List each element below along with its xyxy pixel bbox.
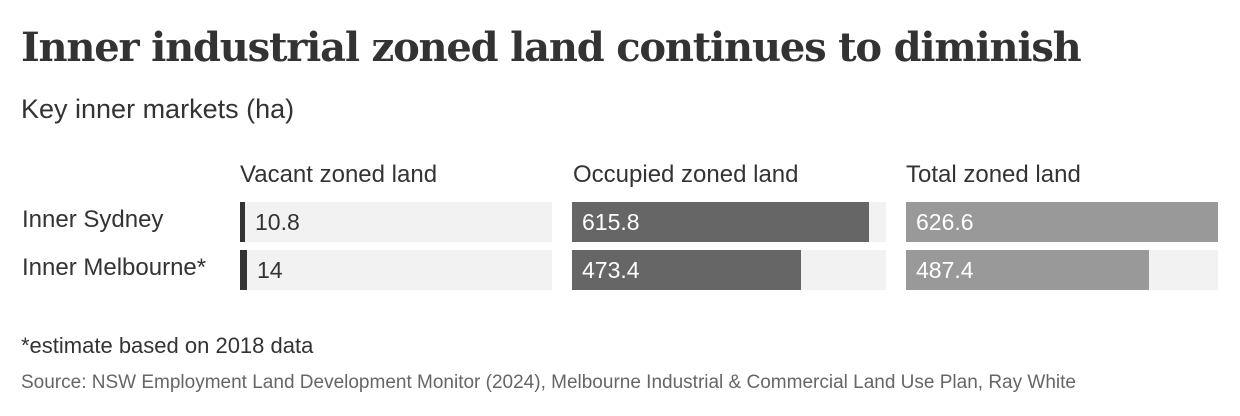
column-header-occupied: Occupied zoned land [573,161,799,188]
column-header-vacant: Vacant zoned land [240,161,438,188]
data-label-total-inner-sydney: 626.6 [916,209,974,235]
bar-track: 615.8 [572,202,886,242]
bar-occupied-inner-sydney [572,202,869,242]
bar-total-inner-sydney [906,202,1218,242]
chart-title: Inner industrial zoned land continues to… [21,24,1082,71]
bar-track: 473.4 [572,250,886,290]
data-label-occupied-inner-melbourne: 473.4 [582,257,640,283]
bar-total-inner-melbourne [906,250,1149,290]
bar-vacant-inner-sydney [240,202,245,242]
data-label-total-inner-melbourne: 487.4 [916,257,974,283]
data-label-vacant-inner-melbourne: 14 [257,257,283,283]
row-label-inner-sydney: Inner Sydney [22,206,164,233]
bar-track: 10.8 [240,202,552,242]
bar-track: 487.4 [906,250,1218,290]
bar-track: 14 [240,250,552,290]
chart-subtitle: Key inner markets (ha) [21,94,295,124]
bar-track: 626.6 [906,202,1218,242]
column-header-total: Total zoned land [906,161,1081,188]
data-label-occupied-inner-sydney: 615.8 [582,209,640,235]
row-label-inner-melbourne: Inner Melbourne* [22,254,207,281]
footnote: *estimate based on 2018 data [21,333,314,358]
data-label-vacant-inner-sydney: 10.8 [255,209,300,235]
bar-vacant-inner-melbourne [240,250,247,290]
bar-occupied-inner-melbourne [572,250,801,290]
source-note: Source: NSW Employment Land Development … [21,372,1076,393]
